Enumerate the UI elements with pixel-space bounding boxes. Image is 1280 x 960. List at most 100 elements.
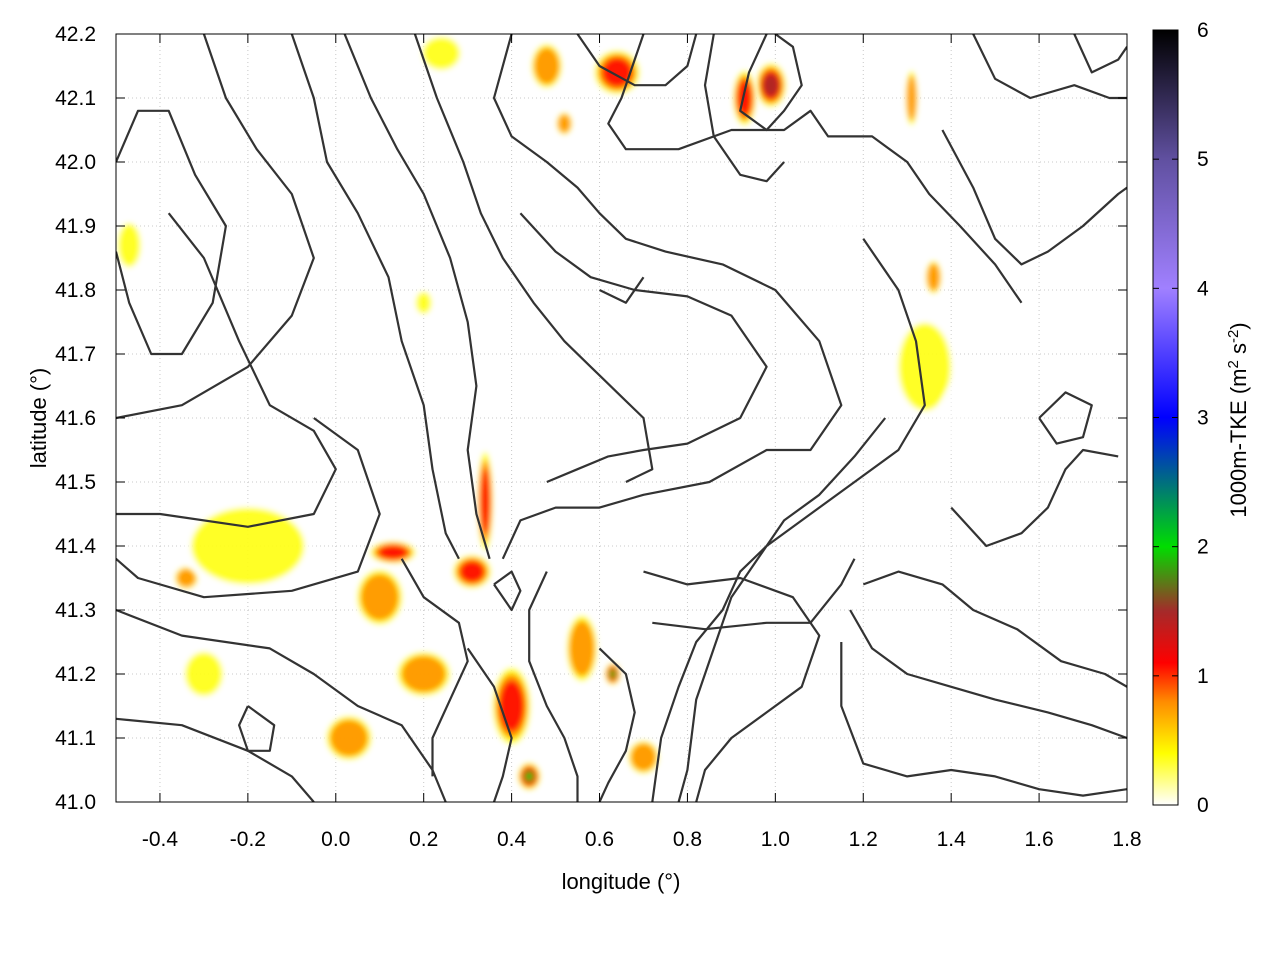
- terrain-contour-line: [607, 34, 1023, 304]
- terrain-contour-line: [400, 558, 469, 777]
- tke-hotspot: [564, 610, 600, 687]
- y-tick-label: 41.0: [55, 791, 96, 814]
- tke-hotspot-level: [416, 291, 432, 314]
- x-tick-label: 1.4: [937, 828, 967, 851]
- y-tick-label: 41.4: [55, 535, 96, 558]
- x-tick-label: 1.0: [761, 828, 790, 851]
- colorbar-tick-label: 6: [1197, 19, 1209, 42]
- x-tick-label: 1.2: [849, 828, 878, 851]
- x-tick-label: 1.8: [1112, 828, 1141, 851]
- terrain-contour-line: [598, 647, 636, 802]
- x-tick-label: 0.2: [409, 828, 438, 851]
- terrain-contour-line: [116, 608, 447, 802]
- terrain-contour-line: [849, 609, 1127, 740]
- terrain-contour-line: [840, 642, 1127, 797]
- colorbar-tick-label: 2: [1197, 536, 1209, 559]
- tke-hotspot: [753, 59, 789, 111]
- tke-hotspot: [173, 565, 200, 591]
- tke-hotspot-level: [610, 670, 616, 678]
- tke-hotspot-level: [185, 651, 223, 697]
- tke-hotspot-level: [422, 36, 461, 70]
- colorbar-tick-label: 3: [1197, 407, 1209, 430]
- tke-hotspot-level: [498, 680, 525, 732]
- tke-hotspot: [116, 219, 143, 271]
- y-tick-label: 41.1: [55, 727, 96, 750]
- colorbar-tick-label: 4: [1197, 277, 1209, 300]
- tke-hotspot: [529, 40, 565, 92]
- tke-hotspot-level: [558, 114, 571, 133]
- terrain-contour-line: [493, 570, 522, 612]
- x-tick-label: 0.8: [673, 828, 702, 851]
- tke-hotspot: [625, 738, 662, 777]
- tke-hotspot-level: [459, 560, 485, 583]
- tke-hotspot: [924, 258, 943, 297]
- y-tick-label: 41.3: [55, 599, 96, 622]
- tke-hotspot: [555, 110, 574, 137]
- terrain-contour-line: [862, 570, 1127, 688]
- tke-hotspot: [516, 760, 543, 793]
- y-tick-label: 41.7: [55, 343, 96, 366]
- terrain-contours: [116, 34, 1127, 802]
- tke-hotspot: [894, 315, 956, 418]
- tke-hotspot-level: [937, 379, 991, 457]
- tke-hotspot-level: [898, 322, 952, 411]
- y-tick-label: 41.8: [55, 279, 96, 302]
- terrain-contour-line: [643, 570, 821, 802]
- x-tick-label: 0.4: [497, 828, 527, 851]
- tke-hotspot-level: [525, 771, 534, 782]
- terrain-contour-line: [492, 34, 843, 560]
- terrain-contour-line: [950, 448, 1119, 548]
- tke-hotspot: [819, 206, 864, 233]
- terrain-contour-line: [703, 34, 785, 183]
- terrain-contour-line: [413, 34, 654, 483]
- colorbar-tick-label: 0: [1197, 794, 1209, 817]
- tke-hotspot-level: [763, 73, 779, 97]
- terrain-contour-line: [290, 34, 460, 560]
- terrain-contour-line: [466, 647, 513, 802]
- terrain-contour-line: [677, 417, 887, 802]
- terrain-contour-line: [343, 34, 491, 560]
- terrain-contour-line: [941, 129, 1127, 266]
- tke-hotspot: [905, 66, 919, 130]
- terrain-contour-line: [116, 212, 337, 528]
- colorbar-ticks: 0 1 2 3 4 5 6: [1153, 19, 1209, 817]
- terrain-contour-line: [238, 705, 276, 752]
- tke-hotspot-level: [630, 743, 657, 772]
- tke-hotspot: [450, 552, 495, 591]
- tke-hotspot-level: [377, 544, 409, 560]
- terrain-contour-line: [1073, 34, 1127, 74]
- tke-hotspot: [419, 34, 464, 73]
- y-tick-label: 41.9: [55, 215, 96, 238]
- tke-hotspot: [414, 290, 433, 316]
- tke-hotspot: [489, 661, 534, 751]
- x-axis-label: longitude (°): [562, 869, 681, 894]
- x-tick-label: 1.6: [1024, 828, 1053, 851]
- tke-hotspot-level: [819, 206, 864, 233]
- colorbar-label: 1000m-TKE (m2 s-2): [1225, 322, 1252, 517]
- y-tick-label: 42.1: [55, 87, 96, 110]
- y-tick-label: 42.0: [55, 151, 96, 174]
- terrain-contour-line: [972, 34, 1127, 100]
- tke-hotspot: [937, 379, 991, 457]
- x-tick-label: -0.4: [142, 828, 179, 851]
- y-tick-label: 41.2: [55, 663, 96, 686]
- colorbar-tick-label: 1: [1197, 665, 1209, 688]
- tke-hotspot: [181, 501, 314, 591]
- y-axis-ticks: 41.0 41.1 41.2 41.3 41.4 41.5 41.6 41.7 41.8 41.9…: [55, 23, 1127, 814]
- terrain-contour-line: [576, 34, 698, 87]
- tke-hotspot: [181, 648, 226, 700]
- terrain-contour-line: [1038, 391, 1093, 445]
- terrain-contour-line: [116, 417, 381, 599]
- tke-hotspot-level: [329, 719, 368, 757]
- tke-hotspot: [353, 565, 407, 630]
- tke-hotspot: [603, 661, 622, 687]
- terrain-contour-line: [651, 238, 926, 802]
- x-tick-label: 0.6: [585, 828, 614, 851]
- tke-hotspot: [322, 712, 376, 764]
- y-axis-label: latitude (°): [26, 368, 51, 469]
- terrain-contour-line: [599, 276, 645, 304]
- colorbar-tick-label: 5: [1197, 148, 1209, 171]
- tke-hotspot-level: [401, 655, 446, 693]
- x-tick-label: -0.2: [230, 828, 266, 851]
- terrain-contour-line: [519, 212, 768, 484]
